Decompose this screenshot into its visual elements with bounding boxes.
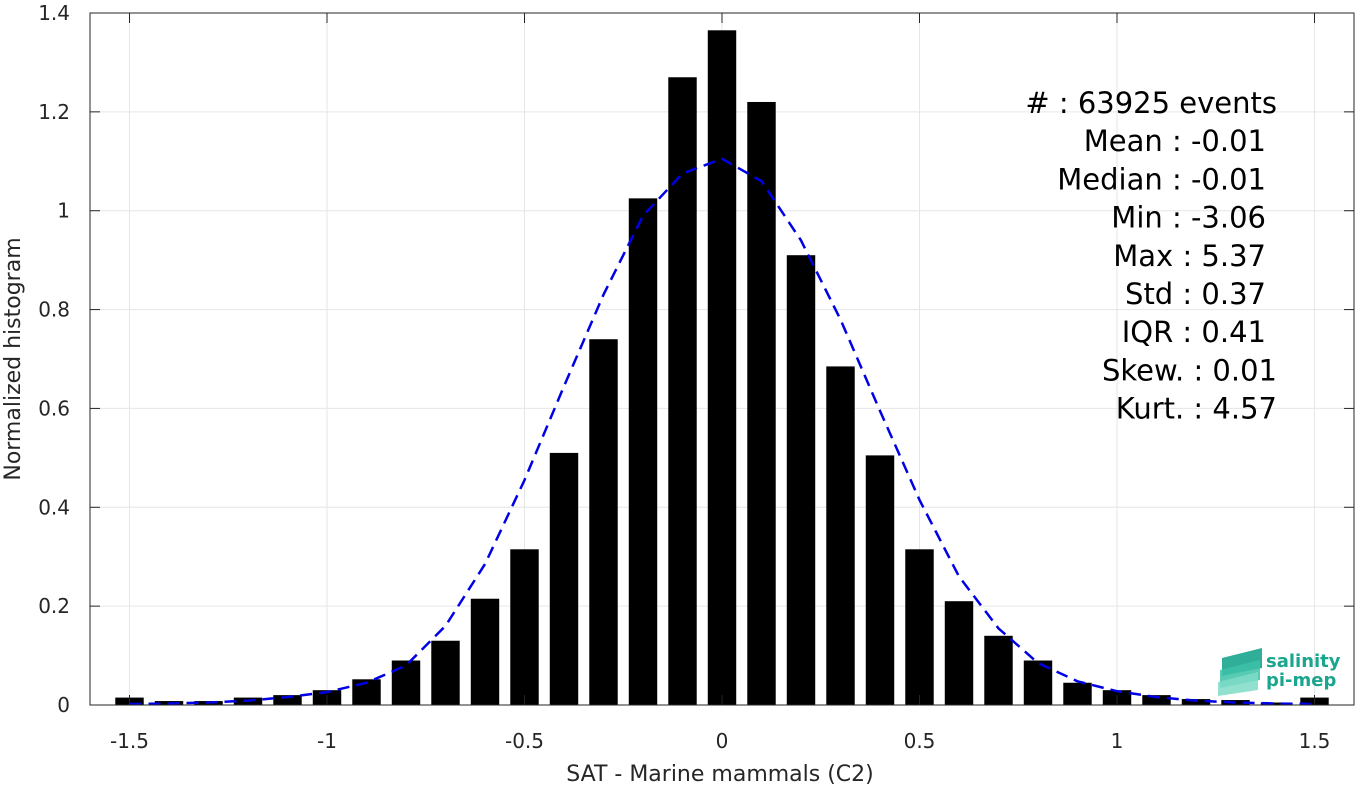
stats-line: Max : 5.37 xyxy=(1113,239,1266,273)
stats-line: # : 63925 events xyxy=(1025,86,1277,120)
histogram-bar xyxy=(589,339,618,705)
histogram-bar xyxy=(1260,702,1290,705)
histogram-bar xyxy=(549,452,579,705)
histogram-bar xyxy=(431,640,460,705)
y-tick-label: 0.8 xyxy=(38,298,70,322)
stats-line: Median : -0.01 xyxy=(1057,162,1266,196)
y-tick-label: 0.6 xyxy=(38,396,70,420)
x-tick-label: 1.5 xyxy=(1299,729,1331,753)
stats-line: Mean : -0.01 xyxy=(1084,124,1266,158)
histogram-bar xyxy=(786,255,816,705)
histogram-bar xyxy=(905,549,934,705)
x-tick-label: 0.5 xyxy=(904,729,936,753)
stats-line: IQR : 0.41 xyxy=(1122,315,1266,349)
stats-line: Min : -3.06 xyxy=(1111,201,1266,235)
logo-text-pi-mep: pi-mep xyxy=(1266,670,1336,691)
histogram-bar xyxy=(865,455,895,705)
histogram-bar xyxy=(707,30,737,706)
y-tick-label: 0.2 xyxy=(38,594,70,618)
histogram-bar xyxy=(470,598,500,705)
y-tick-label: 1.2 xyxy=(38,100,70,124)
histogram-bar xyxy=(273,695,302,705)
histogram-bar xyxy=(1063,682,1092,705)
histogram-bar xyxy=(628,198,658,705)
histogram-bar xyxy=(391,660,421,705)
x-tick-label: -1 xyxy=(317,729,337,753)
y-tick-labels: 0 0.2 0.4 0.6 0.8 1 1.2 1.4 xyxy=(38,1,70,717)
histogram-bar xyxy=(510,549,539,705)
histogram-bar xyxy=(1142,695,1171,705)
axis-ticks xyxy=(90,12,1354,706)
x-axis-title: SAT - Marine mammals (C2) xyxy=(566,762,874,785)
logo-text-salinity: salinity xyxy=(1266,651,1341,672)
histogram-bar xyxy=(668,77,697,705)
y-tick-label: 0 xyxy=(57,693,70,717)
stats-line: Std : 0.37 xyxy=(1125,277,1266,311)
histogram-bar xyxy=(1181,699,1211,705)
stats-annotation: # : 63925 events Mean : -0.01 Median : -0.… xyxy=(1025,86,1277,426)
x-tick-label: 0 xyxy=(716,729,729,753)
x-tick-label: -0.5 xyxy=(505,729,544,753)
y-tick-label: 0.4 xyxy=(38,495,70,519)
histogram-bar xyxy=(944,601,974,705)
x-tick-label: -1.5 xyxy=(110,729,149,753)
wave-logo-icon xyxy=(1218,648,1262,696)
y-tick-label: 1 xyxy=(57,199,70,223)
histogram-bar xyxy=(984,635,1013,705)
y-tick-label: 1.4 xyxy=(38,1,70,25)
stats-line: Skew. : 0.01 xyxy=(1102,353,1277,387)
x-tick-label: 1 xyxy=(1111,729,1124,753)
histogram-bar xyxy=(826,366,855,705)
x-tick-labels: -1.5 -1 -0.5 0 0.5 1 1.5 xyxy=(110,729,1330,753)
stats-line: Kurt. : 4.57 xyxy=(1116,392,1277,426)
gaussian-fit-line xyxy=(129,157,1315,706)
histogram-bar xyxy=(747,101,776,705)
histogram-bars xyxy=(115,30,1329,706)
salinity-pi-mep-logo: salinity pi-mep xyxy=(1218,648,1341,696)
y-axis-title: Normalized histogram xyxy=(1,237,26,480)
